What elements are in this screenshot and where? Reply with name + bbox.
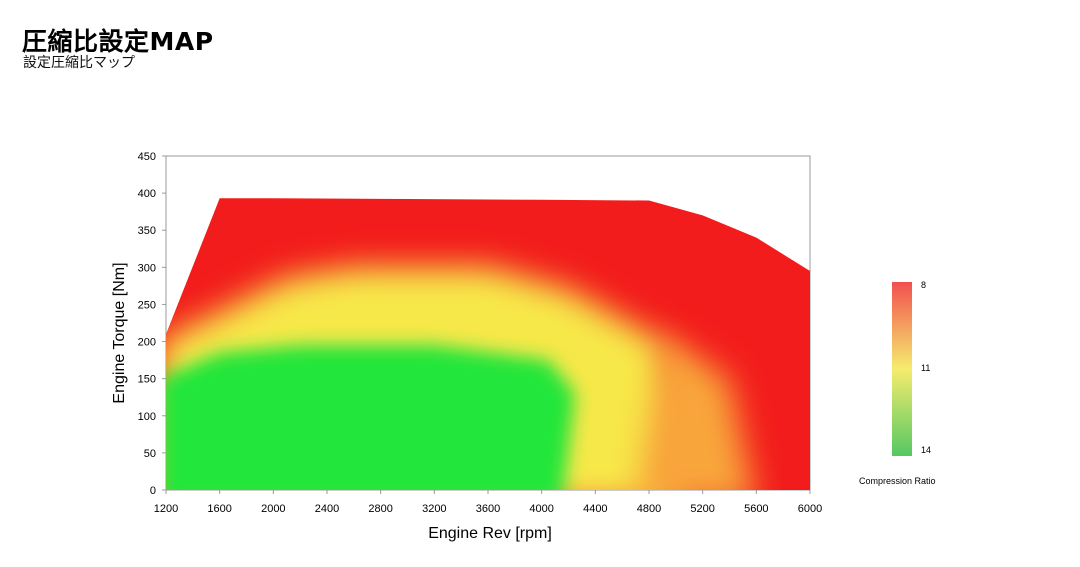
heatmap-zone-high-ratio [166,345,576,490]
x-axis-title: Engine Rev [rpm] [428,525,552,542]
x-tick-label: 6000 [798,503,822,515]
y-tick-label: 350 [138,225,156,237]
colorbar-tick-label: 11 [921,363,930,373]
y-tick-label: 450 [138,151,156,163]
y-axis-ticks: 0 50 100 150 200 250 300 350 400 450 [138,151,166,497]
colorbar: 8 11 14 Compression Ratio [859,280,936,486]
y-tick-label: 300 [138,262,156,274]
colorbar-gradient [892,282,912,456]
x-tick-label: 1200 [154,503,178,515]
y-tick-label: 400 [138,188,156,200]
y-tick-label: 150 [138,374,156,386]
x-tick-label: 3200 [422,503,446,515]
x-tick-label: 4800 [637,503,661,515]
x-tick-label: 2000 [261,503,285,515]
x-tick-label: 4400 [583,503,607,515]
x-tick-label: 5600 [744,503,768,515]
x-tick-label: 2800 [368,503,392,515]
colorbar-tick-label: 8 [921,280,926,290]
y-tick-label: 100 [138,411,156,423]
x-axis-ticks: 1200 1600 2000 2400 2800 3200 3600 4000 4400 4800… [154,490,822,515]
y-axis-title: Engine Torque [Nm] [111,262,128,403]
x-tick-label: 5200 [690,503,714,515]
x-tick-label: 3600 [476,503,500,515]
heatmap-surface [166,198,810,490]
y-tick-label: 50 [144,448,156,460]
page-subtitle: 設定圧縮比マップ [23,55,135,71]
colorbar-title: Compression Ratio [859,476,936,486]
x-tick-label: 4000 [529,503,553,515]
colorbar-tick-label: 14 [921,445,931,455]
page-title: 圧縮比設定MAP [22,27,214,56]
y-tick-label: 250 [138,299,156,311]
x-tick-label: 2400 [315,503,339,515]
heatmap-zone-mid-low-ratio [635,334,757,490]
y-tick-label: 200 [138,337,156,349]
x-tick-label: 1600 [207,503,231,515]
y-tick-label: 0 [150,485,156,497]
